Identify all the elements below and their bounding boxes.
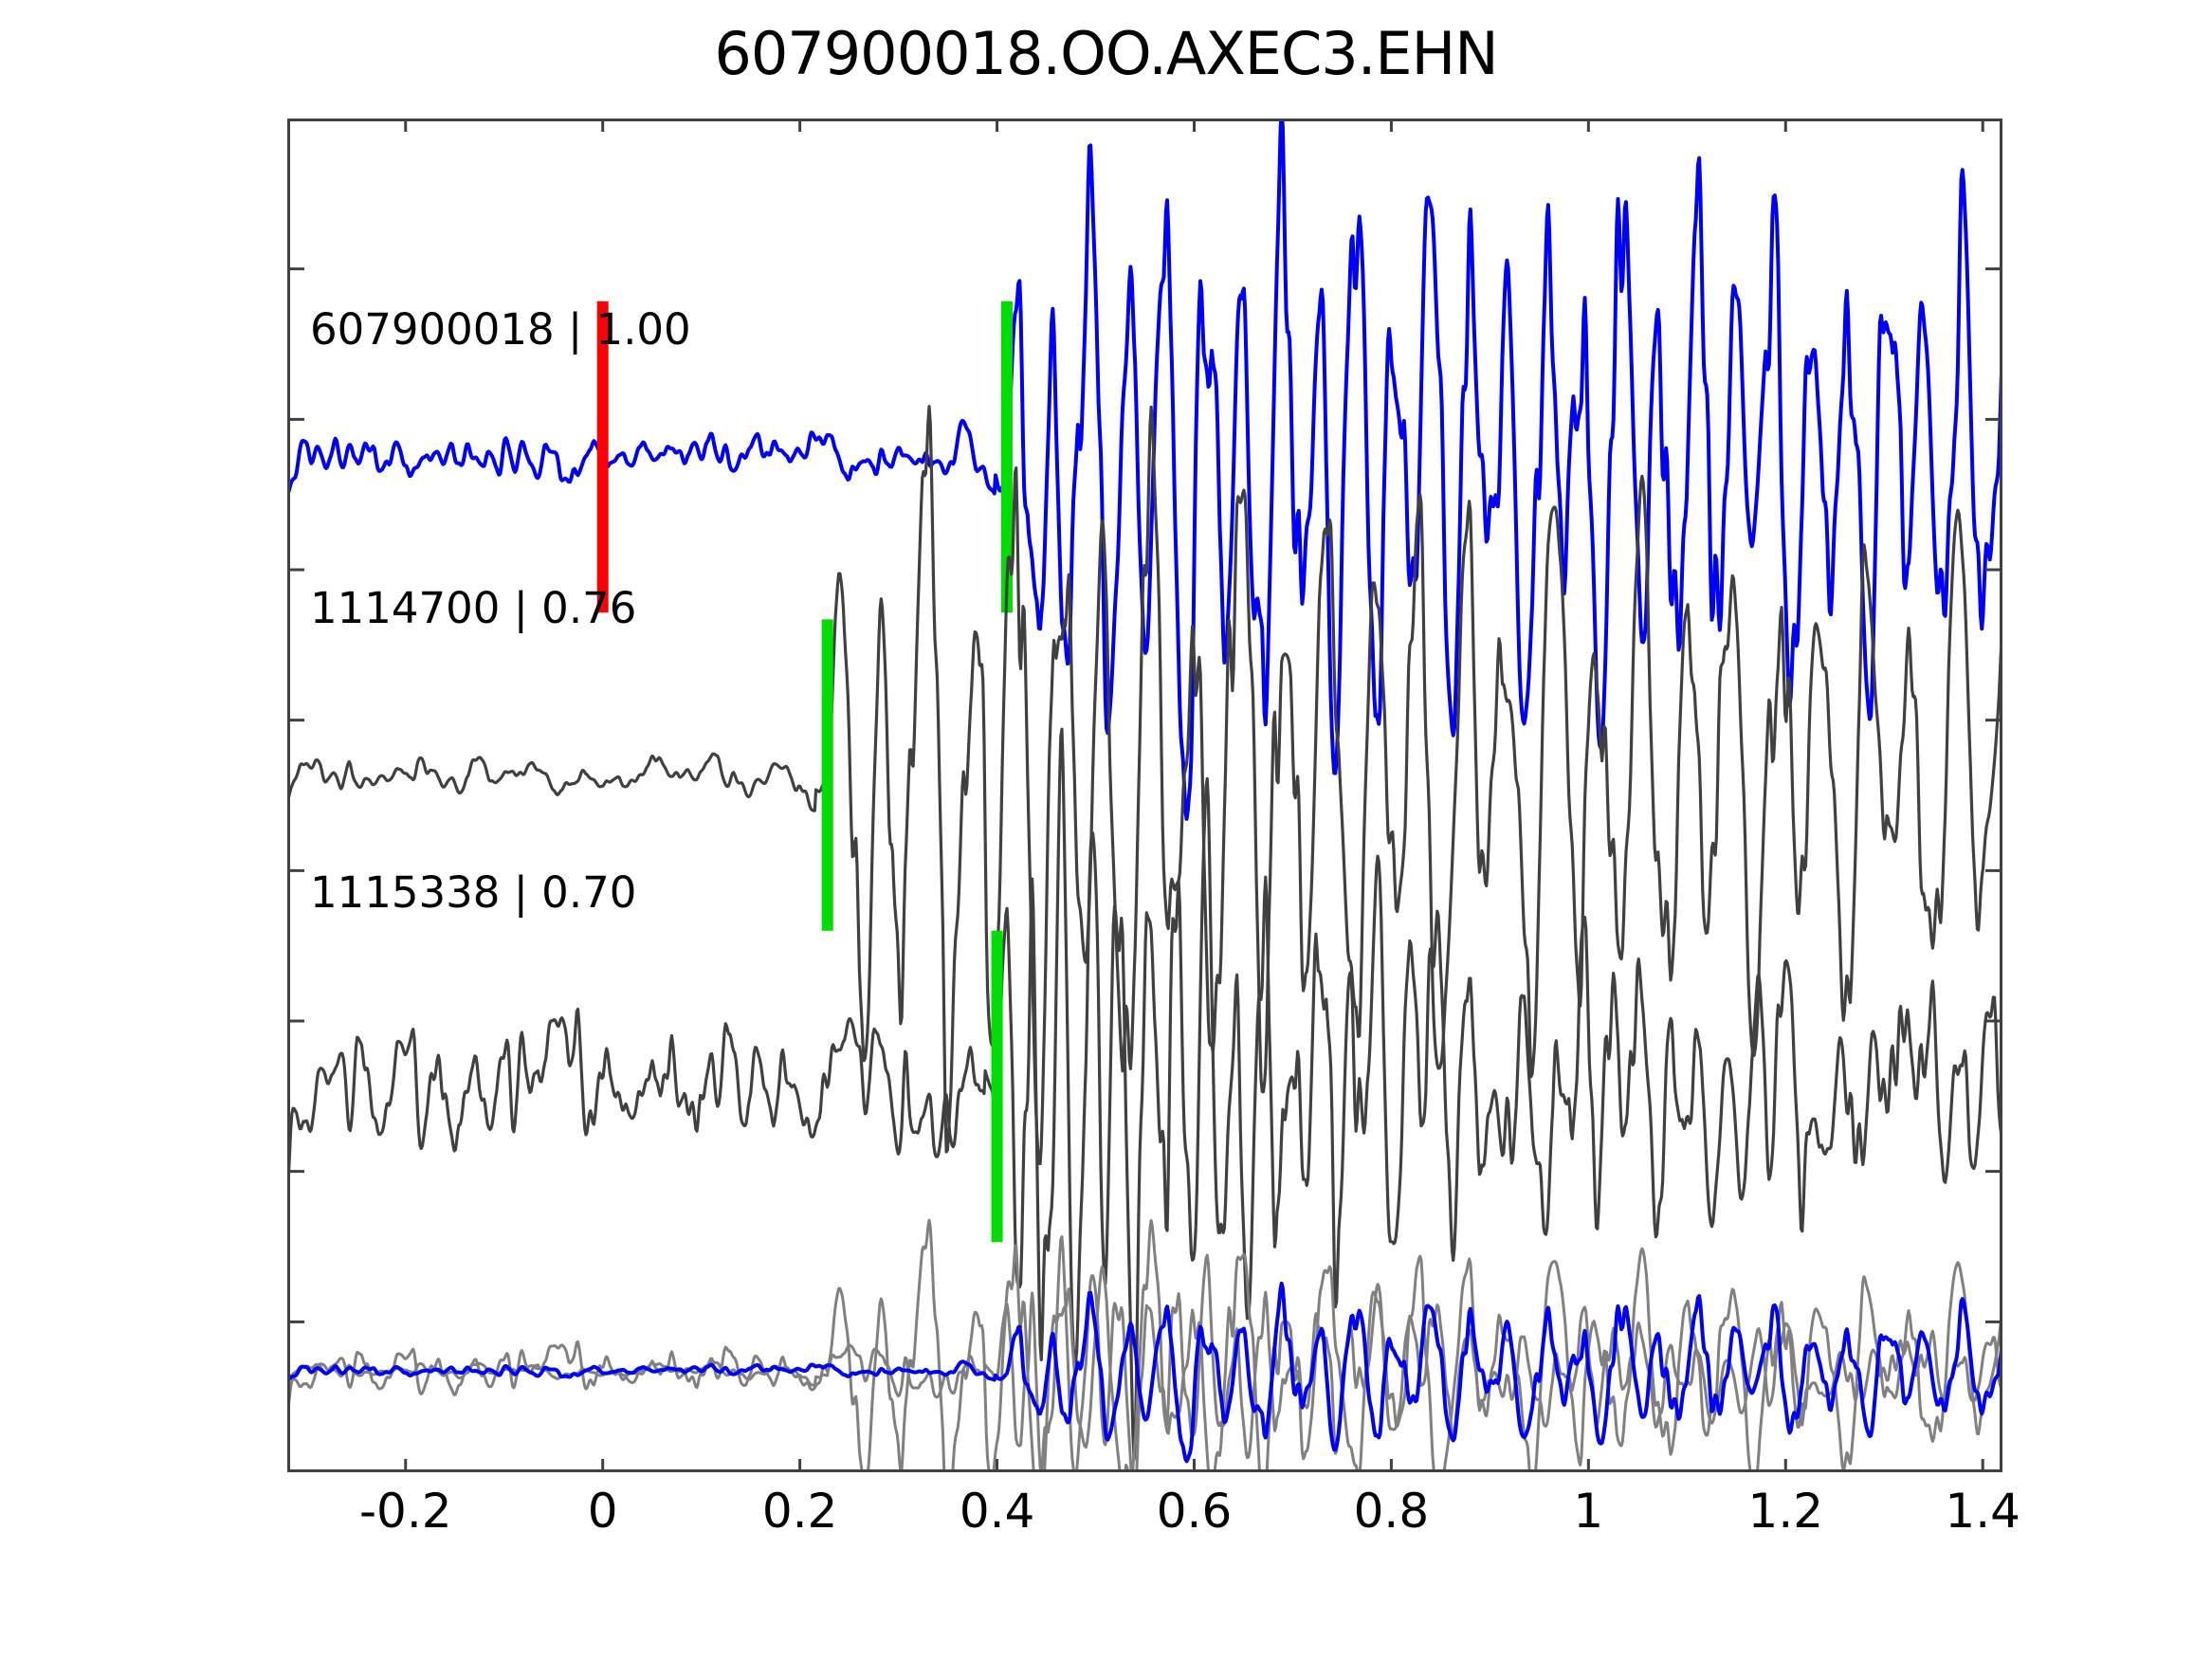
overlay-group bbox=[287, 1218, 2002, 1472]
plot-area: 607900018 | 1.00 1114700 | 0.76 1115338 … bbox=[287, 118, 2002, 1472]
waveform-607900018 bbox=[287, 118, 2002, 821]
waveform-1115338 bbox=[287, 727, 2002, 1461]
pick-marker-detection-1114700[interactable] bbox=[821, 619, 833, 931]
x-tick-label: 0.2 bbox=[761, 1484, 838, 1539]
x-tick-label: 1.4 bbox=[1945, 1484, 2020, 1539]
trace-label-607900018: 607900018 | 1.00 bbox=[310, 304, 691, 355]
x-tick-label: 1 bbox=[1573, 1484, 1604, 1539]
x-axis-tick-labels: -0.2 0 0.2 0.4 0.6 0.8 1 1.2 1.4 bbox=[287, 1484, 2020, 1550]
x-tick-label: 0.4 bbox=[959, 1484, 1035, 1539]
trace-label-1114700: 1114700 | 0.76 bbox=[310, 583, 637, 633]
page-title: 607900018.OO.AXEC3.EHN bbox=[714, 19, 1498, 88]
pick-marker-detection-607900018[interactable] bbox=[1000, 301, 1013, 613]
x-tick-label: 0.8 bbox=[1353, 1484, 1430, 1539]
trace-label-1115338: 1115338 | 0.70 bbox=[310, 867, 637, 918]
x-tick-label: 0 bbox=[587, 1484, 618, 1539]
overlay-waveform-607900018 bbox=[287, 1281, 2002, 1464]
x-tick-label: 1.2 bbox=[1747, 1484, 1824, 1539]
overlay-waveform-1115338 bbox=[287, 1235, 2002, 1472]
trace-group-1115338 bbox=[287, 727, 2002, 1461]
pick-marker-detection-1115338[interactable] bbox=[991, 930, 1003, 1243]
waveform-canvas bbox=[287, 118, 2002, 1472]
x-tick-label: 0.6 bbox=[1156, 1484, 1233, 1539]
trace-group-607900018 bbox=[287, 118, 2002, 821]
trace-group-1114700 bbox=[287, 405, 2002, 1165]
pick-marker-reference-607900018[interactable] bbox=[596, 301, 609, 613]
waveform-1114700 bbox=[287, 405, 2002, 1165]
x-tick-label: -0.2 bbox=[359, 1484, 452, 1539]
plot-frame bbox=[287, 118, 2002, 1472]
